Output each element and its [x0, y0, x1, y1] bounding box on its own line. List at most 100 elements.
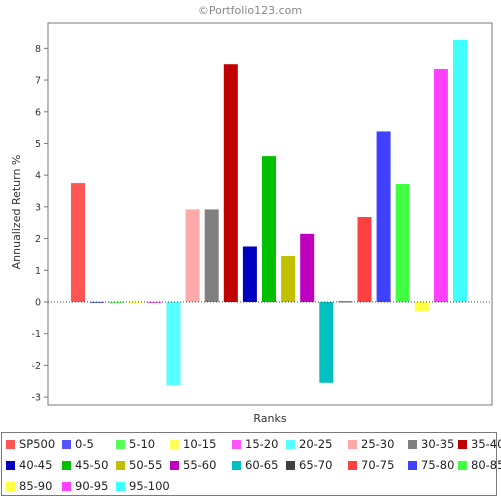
legend-item: SP500	[6, 435, 55, 453]
legend-swatch	[116, 439, 125, 449]
bar-95-100	[453, 39, 467, 302]
bar-25-30	[185, 209, 200, 302]
legend-item: 30-35	[408, 435, 454, 453]
y-tick-label: 5	[35, 139, 41, 150]
legend-item: 85-90	[6, 477, 52, 495]
bars-group	[71, 39, 467, 386]
legend-item: 25-30	[348, 435, 394, 453]
legend-swatch	[62, 460, 71, 470]
legend-item: 0-5	[62, 435, 94, 453]
legend-label: 15-20	[245, 437, 279, 451]
legend-swatch	[6, 460, 15, 470]
bar-50-55	[281, 256, 296, 302]
y-tick-label: 2	[35, 234, 41, 245]
legend-swatch	[170, 439, 179, 449]
legend-swatch	[116, 481, 125, 491]
legend-label: 70-75	[361, 458, 395, 472]
legend-item: 80-85	[458, 456, 501, 474]
y-tick-label: 8	[35, 44, 41, 55]
chart-watermark: ©Portfolio123.com	[198, 4, 302, 17]
bar-90-95	[433, 68, 448, 302]
y-tick-label: -1	[32, 329, 41, 340]
legend-item: 50-55	[116, 456, 162, 474]
legend-item: 40-45	[6, 456, 52, 474]
legend-item: 90-95	[62, 477, 108, 495]
bar-35-40	[223, 64, 238, 302]
bar-20-25	[166, 301, 181, 386]
legend-swatch	[232, 439, 241, 449]
legend-swatch	[458, 439, 467, 449]
legend-label: 35-40	[471, 437, 501, 451]
legend-label: 90-95	[75, 479, 109, 493]
legend-item: 10-15	[170, 435, 216, 453]
legend-label: 85-90	[19, 479, 53, 493]
legend-label: 95-100	[129, 479, 170, 493]
legend-label: 25-30	[361, 437, 395, 451]
legend-item: 15-20	[232, 435, 278, 453]
legend-swatch	[458, 460, 467, 470]
bar-75-80	[376, 131, 391, 302]
legend-label: 50-55	[129, 458, 163, 472]
legend-label: 55-60	[183, 458, 217, 472]
bar-60-65	[319, 301, 334, 383]
chart-legend: SP500 0-5 5-10 10-15 15-20 20-25 25-30 30-35 35-…	[1, 432, 501, 496]
legend-swatch	[408, 439, 417, 449]
bar-80-85	[395, 184, 410, 302]
y-tick-label: 1	[35, 266, 41, 277]
legend-swatch	[116, 460, 125, 470]
legend-item: 60-65	[232, 456, 278, 474]
legend-label: 45-50	[75, 458, 109, 472]
legend-label: SP500	[19, 437, 56, 451]
bar-55-60	[300, 233, 315, 302]
bar-45-50	[262, 156, 276, 302]
y-tick-label: 3	[35, 202, 41, 213]
bar-5-10	[109, 301, 124, 303]
legend-item: 35-40	[458, 435, 501, 453]
bar-SP500	[71, 183, 85, 302]
legend-label: 65-70	[299, 458, 333, 472]
legend-swatch	[232, 460, 241, 470]
bar-85-90	[414, 301, 429, 311]
legend-item: 75-80	[408, 456, 454, 474]
y-tick-label: -2	[32, 361, 41, 372]
legend-label: 40-45	[19, 458, 53, 472]
legend-label: 80-85	[471, 458, 501, 472]
y-tick-label: -3	[32, 393, 41, 404]
bar-15-20	[147, 301, 162, 303]
x-axis-label: Ranks	[253, 412, 286, 425]
legend-item: 65-70	[286, 456, 332, 474]
legend-label: 30-35	[421, 437, 455, 451]
y-axis-label: Annualized Return %	[10, 155, 23, 270]
y-tick-label: 7	[35, 76, 41, 87]
legend-swatch	[286, 439, 295, 449]
legend-label: 20-25	[299, 437, 333, 451]
legend-swatch	[286, 460, 295, 470]
legend-label: 60-65	[245, 458, 279, 472]
y-axis: -3 -2 -1 0 1 2 3 4 5 6 7 8	[32, 44, 48, 404]
legend-swatch	[170, 460, 179, 470]
legend-swatch	[348, 439, 357, 449]
legend-swatch	[6, 481, 15, 491]
legend-label: 0-5	[75, 437, 94, 451]
legend-item: 5-10	[116, 435, 155, 453]
legend-swatch	[6, 439, 15, 449]
legend-item: 45-50	[62, 456, 108, 474]
bar-0-5	[90, 301, 105, 303]
legend-item: 55-60	[170, 456, 216, 474]
bar-30-35	[204, 209, 219, 302]
legend-swatch	[348, 460, 357, 470]
legend-item: 20-25	[286, 435, 332, 453]
bar-70-75	[357, 217, 372, 302]
legend-swatch	[408, 460, 417, 470]
y-tick-label: 6	[35, 107, 41, 118]
legend-swatch	[62, 439, 71, 449]
legend-label: 5-10	[129, 437, 156, 451]
legend-label: 75-80	[421, 458, 455, 472]
y-tick-label: 0	[35, 297, 41, 308]
legend-item: 70-75	[348, 456, 394, 474]
legend-label: 10-15	[183, 437, 217, 451]
y-tick-label: 4	[35, 171, 41, 182]
legend-item: 95-100	[116, 477, 170, 495]
legend-swatch	[62, 481, 71, 491]
bar-40-45	[242, 246, 257, 302]
